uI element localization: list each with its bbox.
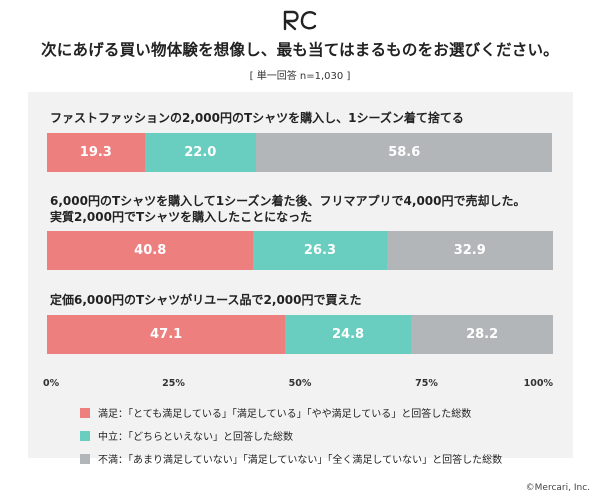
bar-segment-neutral: 24.8 — [285, 315, 411, 354]
data-label: 32.9 — [453, 243, 486, 258]
x-tick-label: 50% — [288, 378, 312, 389]
bar-segment-satisfied: 40.8 — [47, 231, 254, 270]
data-label: 19.3 — [79, 145, 112, 160]
stacked-bar: 40.8 26.3 32.9 — [47, 231, 553, 270]
data-label: 47.1 — [150, 327, 183, 342]
legend-label: 満足：「とても満足している」「満足している」「やや満足している」と回答した総数 — [98, 409, 472, 420]
question-label: 定価6,000円のTシャツがリユース品で2,000円で買えた — [50, 293, 362, 307]
bar-segment-satisfied: 19.3 — [47, 133, 145, 172]
bar-segment-dissatisfied: 28.2 — [410, 315, 554, 354]
x-tick-label: 75% — [415, 378, 438, 389]
data-label: 28.2 — [466, 327, 499, 342]
x-tick-label: 100% — [523, 378, 553, 389]
page-title: 次にあげる買い物体験を想像し、最も当てはまるものをお選びください。 — [41, 41, 559, 59]
bar-segment-dissatisfied: 58.6 — [255, 133, 553, 172]
sample-note: [ 単一回答 n=1,030 ] — [249, 71, 351, 82]
legend-swatch — [80, 407, 90, 418]
data-label: 22.0 — [184, 145, 217, 160]
question-label: 6,000円のTシャツを購入して1シーズン着た後、フリマアプリで4,000円で売… — [50, 194, 526, 224]
bar-segment-satisfied: 47.1 — [47, 315, 286, 354]
bar-segment-dissatisfied: 32.9 — [386, 231, 553, 270]
question-label: ファストファッションの2,000円のTシャツを購入し、1シーズン着て捨てる — [50, 111, 464, 125]
data-label: 24.8 — [332, 327, 365, 342]
x-tick-label: 0% — [43, 378, 60, 389]
legend-swatch — [80, 453, 90, 464]
stacked-bar: 47.1 24.8 28.2 — [47, 315, 554, 354]
bar-segment-neutral: 22.0 — [144, 133, 256, 172]
bar-segment-neutral: 26.3 — [253, 231, 387, 270]
data-label: 58.6 — [388, 145, 421, 160]
legend-swatch — [80, 430, 90, 441]
data-label: 40.8 — [134, 243, 167, 258]
copyright: ©Mercari, Inc. — [525, 483, 590, 493]
x-tick-label: 25% — [162, 378, 185, 389]
legend-item-dissatisfied: 不満：「あまり満足していない」「満足していない」「全く満足していない」と回答した… — [80, 451, 502, 466]
mercari-rc-logo-icon — [283, 10, 317, 31]
stacked-bar: 19.3 22.0 58.6 — [47, 133, 553, 172]
legend-item-satisfied: 満足：「とても満足している」「満足している」「やや満足している」と回答した総数 — [80, 405, 471, 420]
legend-label: 不満：「あまり満足していない」「満足していない」「全く満足していない」と回答した… — [98, 455, 503, 466]
legend-item-neutral: 中立：「どちらといえない」と回答した総数 — [80, 428, 293, 443]
legend-label: 中立：「どちらといえない」と回答した総数 — [98, 432, 293, 443]
data-label: 26.3 — [303, 243, 336, 258]
